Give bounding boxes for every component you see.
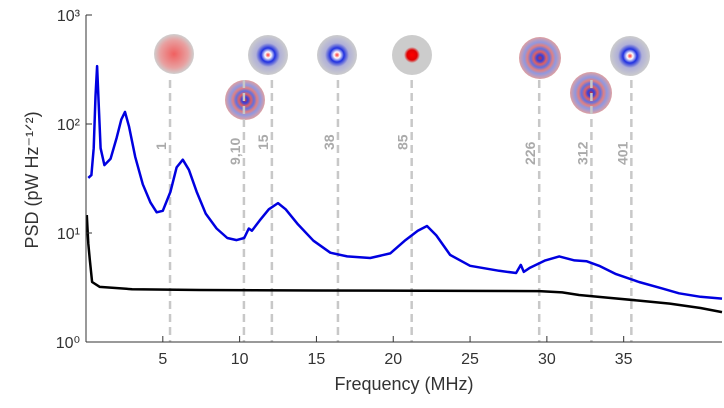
y-tick-label: 10² [57,117,81,134]
x-tick-label: 15 [308,351,326,368]
mode-icon [154,34,194,74]
mode-icon [248,35,288,75]
series-line [85,215,723,314]
x-tick-label: 5 [158,351,167,368]
x-tick-label: 35 [615,351,633,368]
y-tick-label: 10³ [57,8,81,25]
mode-label: 401 [614,141,630,165]
mode-label: 15 [255,134,271,150]
mode-label: 1 [153,142,169,150]
mode-icon [392,35,432,75]
y-tick-label: 10¹ [57,226,80,243]
x-tick-label: 10 [231,351,249,368]
x-tick-label: 25 [461,351,479,368]
series-line [87,64,723,300]
mode-label: 38 [321,134,337,150]
mode-label: 226 [522,141,538,165]
mode-label: 9,10 [227,138,243,165]
x-tick-label: 20 [384,351,402,368]
mode-icon [317,35,357,75]
mode-icon [610,36,650,76]
y-axis-label: PSD (pW Hz⁻¹ᐟ²) [22,111,42,248]
mode-icon [519,37,561,79]
mode-label: 312 [574,141,590,165]
y-tick-label: 10⁰ [56,335,80,352]
mode-icons [154,34,650,120]
x-axis-label: Frequency (MHz) [334,374,473,394]
x-tick-label: 30 [538,351,556,368]
mode-label: 85 [395,134,411,150]
